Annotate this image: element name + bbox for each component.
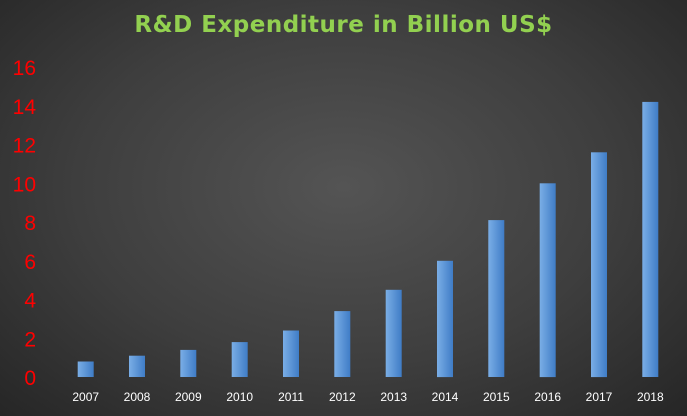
y-tick-label: 12	[13, 135, 36, 158]
bar-2016	[539, 183, 556, 378]
bar-2010	[231, 342, 248, 377]
x-tick-label: 2013	[380, 390, 407, 404]
y-tick-label: 14	[13, 96, 37, 119]
x-tick-label: 2009	[175, 390, 202, 404]
bar-2007	[77, 361, 94, 377]
x-tick-label: 2007	[72, 390, 99, 404]
bar-2011	[283, 330, 299, 377]
bar-2008	[129, 355, 145, 377]
x-tick-label: 2014	[432, 390, 459, 404]
x-tick-label: 2008	[124, 390, 151, 404]
bar-2014	[437, 260, 453, 378]
x-tick-label: 2018	[637, 390, 664, 404]
x-tick-label: 2016	[534, 390, 561, 404]
x-tick-label: 2017	[586, 390, 613, 404]
y-tick-label: 10	[13, 173, 36, 196]
bar-2018	[642, 101, 659, 378]
y-tick-label: 0	[24, 367, 36, 390]
x-tick-label: 2011	[278, 390, 304, 404]
bar-2017	[591, 152, 607, 378]
bar-2012	[334, 311, 351, 377]
y-tick-label: 8	[24, 212, 36, 235]
y-tick-label: 16	[13, 57, 36, 80]
x-axis: 2007 2008 2009 2010 2011 2012 2013 2014 2015 2016…	[72, 390, 664, 404]
x-tick-label: 2015	[483, 390, 510, 404]
y-axis: 0 2 4 6 8 10 12 14 16	[13, 57, 37, 390]
bar-2013	[385, 289, 402, 377]
x-tick-label: 2012	[329, 390, 356, 404]
y-tick-label: 2	[24, 328, 36, 351]
x-tick-label: 2010	[226, 390, 253, 404]
chart-title: R&D Expenditure in Billion US$	[134, 12, 553, 38]
y-tick-label: 4	[24, 290, 36, 313]
y-tick-label: 6	[24, 251, 36, 274]
bar-series	[77, 101, 659, 378]
bar-2015	[488, 220, 505, 377]
bar-2009	[180, 349, 197, 377]
